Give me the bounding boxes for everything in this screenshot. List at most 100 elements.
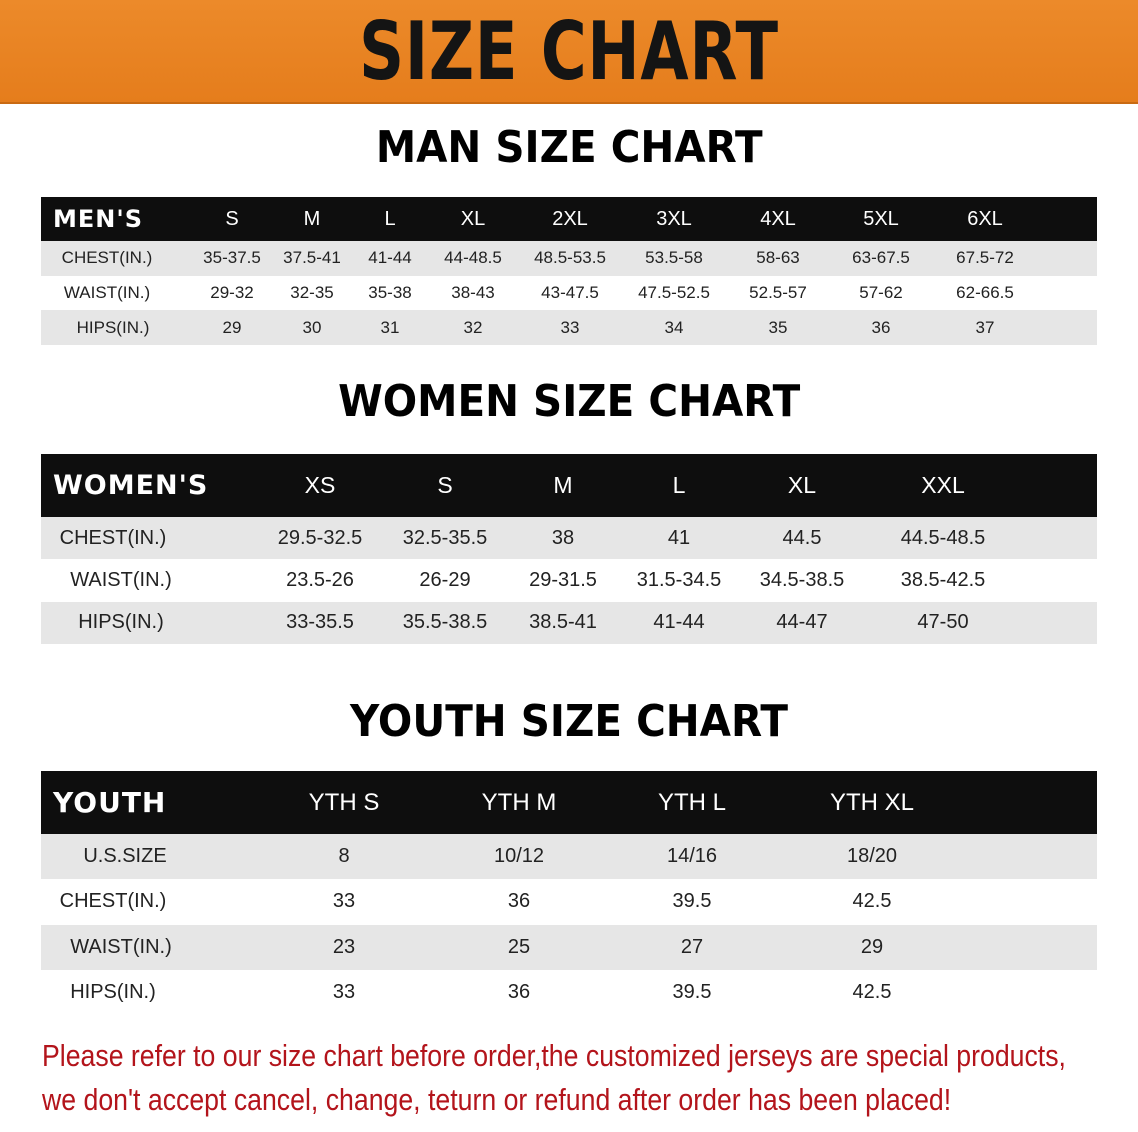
size-header-cell: 3XL	[656, 207, 692, 230]
measurement-cell: 41	[667, 526, 691, 549]
header-row: YOUTH YTH S YTH M YTH L YTH XL	[41, 771, 1097, 834]
size-header-cell: M	[303, 207, 321, 230]
measurement-cell: 18/20	[846, 845, 898, 868]
measurement-cell: 23.5-26	[286, 568, 354, 591]
measurement-cell: 41-44	[368, 248, 412, 268]
table-row: HIPS(IN.) 29 30 31 32 33 34 35 36 37	[41, 310, 1097, 346]
men-size-table: MEN'S S M L XL 2XL 3XL 4XL 5XL 6XL CHEST(IN.) 35-37…	[41, 197, 1097, 346]
measurement-cell: 23	[332, 935, 356, 958]
row-label: HIPS(IN.)	[78, 611, 164, 634]
measurement-cell: 33	[332, 890, 356, 913]
notice-line-2: we don't accept cancel, change, teturn o…	[42, 1082, 952, 1117]
size-header-cell: 2XL	[552, 207, 588, 230]
size-header-cell: M	[553, 472, 573, 498]
row-label: U.S.SIZE	[83, 845, 167, 868]
measurement-cell: 33	[560, 317, 580, 337]
row-label: WAIST(IN.)	[63, 283, 151, 303]
table-row: HIPS(IN.) 33 36 39.5 42.5	[41, 969, 1097, 1016]
measurement-cell: 57-62	[859, 283, 903, 303]
measurement-cell: 37	[975, 317, 995, 337]
table-row: WAIST(IN.) 23.5-26 26-29 29-31.5 31.5-34.5 34…	[41, 559, 1097, 602]
measurement-cell: 32.5-35.5	[402, 526, 488, 549]
measurement-cell: 47.5-52.5	[638, 283, 710, 303]
women-section-title: WOMEN SIZE CHART	[0, 376, 1138, 427]
measurement-cell: 44.5	[782, 526, 822, 549]
size-header-cell: XL	[787, 472, 817, 498]
header-row: MEN'S S M L XL 2XL 3XL 4XL 5XL 6XL	[41, 197, 1097, 241]
measurement-cell: 42.5	[852, 890, 892, 913]
measurement-cell: 43-47.5	[541, 283, 599, 303]
measurement-cell: 29	[860, 935, 884, 958]
size-header-cell: S	[437, 472, 453, 498]
size-header-cell: YTH L	[657, 788, 727, 816]
measurement-cell: 29.5-32.5	[277, 526, 363, 549]
table-title-cell: WOMEN'S	[53, 470, 209, 501]
measurement-cell: 35.5-38.5	[402, 611, 488, 634]
row-label: CHEST(IN.)	[61, 248, 153, 268]
size-header-cell: XS	[304, 472, 336, 498]
measurement-cell: 36	[507, 981, 531, 1004]
measurement-cell: 38-43	[451, 283, 495, 303]
measurement-cell: 38.5-41	[529, 611, 597, 634]
measurement-cell: 44.5-48.5	[900, 526, 986, 549]
table-row: WAIST(IN.) 23 25 27 29	[41, 924, 1097, 970]
women-title-text: WOMEN SIZE CHART	[337, 376, 801, 427]
measurement-cell: 37.5-41	[283, 248, 341, 268]
size-header-cell: 4XL	[760, 207, 796, 230]
men-section-title: MAN SIZE CHART	[0, 122, 1138, 173]
measurement-cell: 32	[463, 317, 483, 337]
measurement-cell: 39.5	[672, 890, 712, 913]
measurement-cell: 31.5-34.5	[636, 568, 722, 591]
row-label: WAIST(IN.)	[70, 568, 172, 591]
measurement-cell: 10/12	[493, 845, 545, 868]
row-label: HIPS(IN.)	[76, 317, 150, 337]
women-size-table: WOMEN'S XS S M L XL XXL CHEST(IN.) 29.5-32.5 32.5…	[41, 454, 1097, 644]
measurement-cell: 26-29	[419, 568, 471, 591]
youth-size-table: YOUTH YTH S YTH M YTH L YTH XL U.S.SIZE 8 10/12…	[41, 771, 1097, 1016]
row-label: WAIST(IN.)	[70, 935, 172, 958]
size-header-cell: YTH S	[308, 788, 380, 816]
measurement-cell: 31	[380, 317, 400, 337]
row-label: CHEST(IN.)	[59, 890, 167, 913]
measurement-cell: 29-32	[210, 283, 254, 303]
measurement-cell: 58-63	[756, 248, 800, 268]
size-chart-banner: SIZE CHART	[0, 0, 1138, 104]
youth-section-title: YOUTH SIZE CHART	[0, 696, 1138, 747]
measurement-cell: 36	[507, 890, 531, 913]
size-header-cell: YTH XL	[829, 788, 915, 816]
table-row: WAIST(IN.) 29-32 32-35 35-38 38-43 43-47.5 47.…	[41, 275, 1097, 311]
measurement-cell: 38	[551, 526, 575, 549]
youth-title-text: YOUTH SIZE CHART	[350, 696, 788, 747]
table-row: CHEST(IN.) 29.5-32.5 32.5-35.5 38 41 44.5 44.5…	[41, 517, 1097, 560]
measurement-cell: 62-66.5	[956, 283, 1014, 303]
measurement-cell: 44-48.5	[444, 248, 502, 268]
banner-title: SIZE CHART	[359, 5, 779, 98]
measurement-cell: 39.5	[672, 981, 712, 1004]
measurement-cell: 34.5-38.5	[759, 568, 845, 591]
header-row: WOMEN'S XS S M L XL XXL	[41, 454, 1097, 517]
measurement-cell: 27	[680, 935, 704, 958]
table-row: CHEST(IN.) 33 36 39.5 42.5	[41, 879, 1097, 925]
size-header-cell: XXL	[921, 472, 965, 498]
measurement-cell: 29-31.5	[529, 568, 597, 591]
row-label: CHEST(IN.)	[59, 526, 167, 549]
measurement-cell: 34	[664, 317, 684, 337]
measurement-cell: 33	[332, 981, 356, 1004]
size-header-cell: 6XL	[967, 207, 1003, 230]
measurement-cell: 38.5-42.5	[900, 568, 986, 591]
measurement-cell: 48.5-53.5	[534, 248, 606, 268]
men-title-text: MAN SIZE CHART	[375, 122, 763, 173]
measurement-cell: 42.5	[852, 981, 892, 1004]
table-title-cell: YOUTH	[53, 786, 167, 819]
size-header-cell: YTH M	[481, 788, 557, 816]
measurement-cell: 63-67.5	[852, 248, 910, 268]
table-row: U.S.SIZE 8 10/12 14/16 18/20	[41, 834, 1097, 880]
measurement-cell: 30	[302, 317, 322, 337]
measurement-cell: 52.5-57	[749, 283, 807, 303]
measurement-cell: 14/16	[666, 845, 718, 868]
measurement-cell: 25	[507, 935, 531, 958]
size-header-cell: L	[384, 207, 396, 230]
measurement-cell: 35	[768, 317, 788, 337]
measurement-cell: 44-47	[776, 611, 828, 634]
table-row: HIPS(IN.) 33-35.5 35.5-38.5 38.5-41 41-44 44-…	[41, 601, 1097, 644]
